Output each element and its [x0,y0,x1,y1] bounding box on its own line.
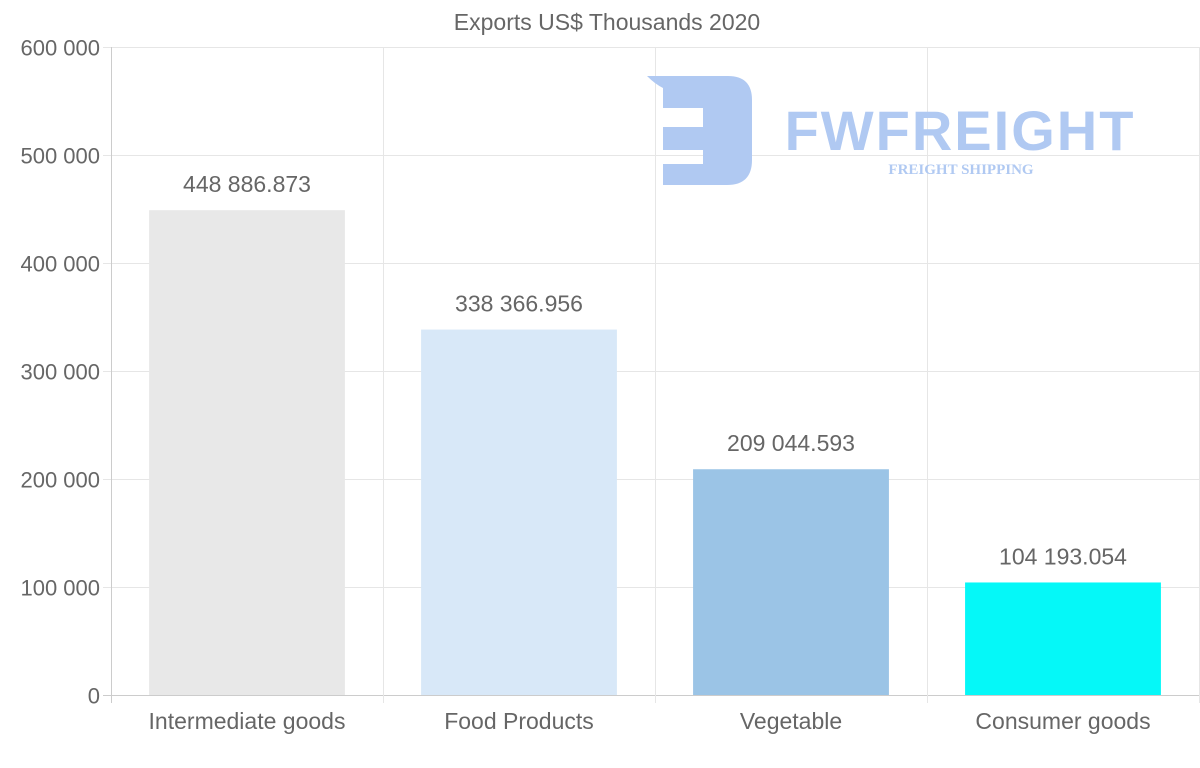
y-tick-label: 300 000 [20,360,100,385]
bar [693,469,889,695]
logo-brand-text: FWFREIGHT [785,99,1136,162]
x-tick-label: Vegetable [740,708,842,734]
bar [965,582,1161,695]
y-tick-label: 400 000 [20,252,100,277]
data-label: 104 193.054 [999,543,1127,569]
data-label: 338 366.956 [455,291,583,317]
x-tick-label: Food Products [444,708,594,734]
logo-tagline-text: FREIGHT SHIPPING [888,162,1033,178]
data-label: 448 886.873 [183,171,311,197]
y-tick-label: 200 000 [20,468,100,493]
logo-mark-icon [647,76,752,185]
data-label: 209 044.593 [727,430,855,456]
chart-title: Exports US$ Thousands 2020 [454,9,760,35]
bar [421,329,617,695]
x-tick-label: Intermediate goods [149,708,346,734]
fwfreight-watermark-logo: FWFREIGHT FREIGHT SHIPPING [647,76,1136,185]
y-tick-label: 600 000 [20,36,100,61]
axes: 0 100 000 200 000 300 000 400 000 500 000 600 … [20,36,1150,735]
bar [149,210,345,695]
y-tick-label: 0 [88,684,100,709]
bars: 448 886.873 338 366.956 209 044.593 104 193… [149,171,1161,695]
y-tick-label: 100 000 [20,576,100,601]
x-tick-label: Consumer goods [975,708,1150,734]
y-tick-label: 500 000 [20,144,100,169]
